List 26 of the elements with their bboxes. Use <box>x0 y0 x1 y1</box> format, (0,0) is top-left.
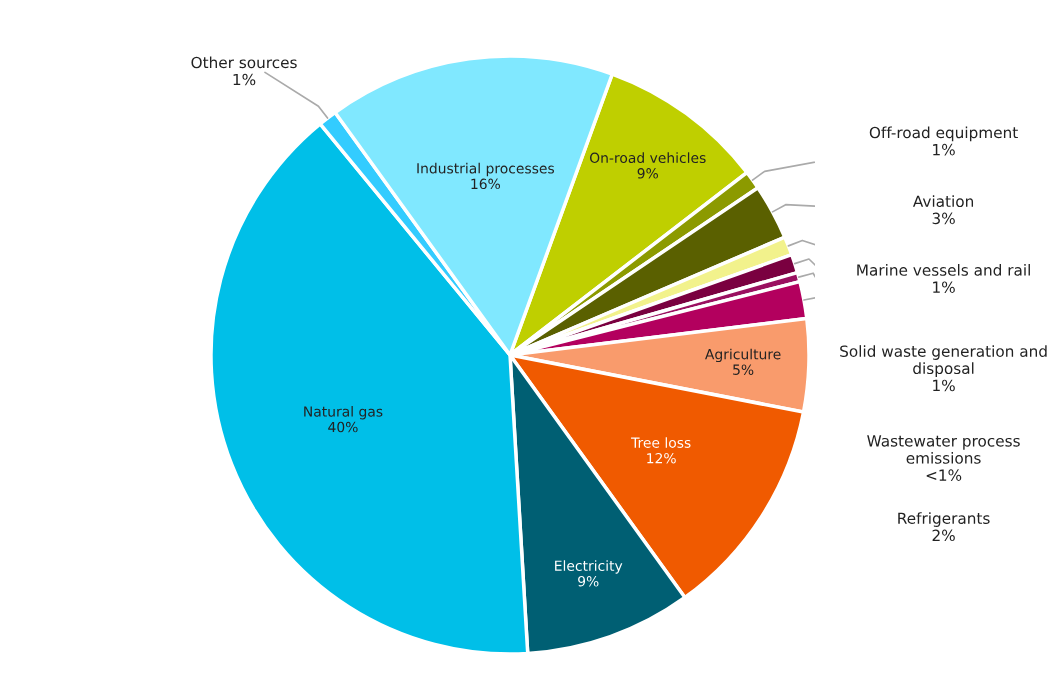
slice-label: Other sources <box>191 56 297 69</box>
slice-label: Wastewater process emissions <box>867 435 1020 464</box>
slice-label: Off-road equipment <box>869 126 1018 142</box>
slice-label: Electricity <box>555 560 623 574</box>
slice-label: Solid waste generation and disposal <box>840 345 1047 378</box>
slice-label: Tree loss <box>631 437 691 448</box>
slice-label: Natural gas <box>304 405 383 420</box>
data-label: 2% <box>932 529 955 542</box>
data-label: 1% <box>933 379 955 392</box>
data-label: 16% <box>471 178 501 190</box>
data-label: 1% <box>933 281 955 293</box>
data-label: 1% <box>233 73 256 86</box>
data-label: 5% <box>733 364 754 375</box>
slice-label: Agriculture <box>705 348 781 363</box>
data-label: <1% <box>926 469 962 481</box>
data-label: 12% <box>647 452 676 464</box>
slice-label: Marine vessels and rail <box>857 264 1030 276</box>
slice-label: Industrial processes <box>417 162 555 177</box>
slice-label: Refrigerants <box>898 512 990 527</box>
slice-label: Aviation <box>912 195 974 208</box>
data-label: 3% <box>932 212 955 225</box>
data-label: 40% <box>328 421 358 433</box>
data-label: 9% <box>578 576 599 587</box>
data-label: 1% <box>933 143 955 156</box>
data-label: 9% <box>637 168 658 179</box>
slice-label: On-road vehicles <box>589 152 706 164</box>
